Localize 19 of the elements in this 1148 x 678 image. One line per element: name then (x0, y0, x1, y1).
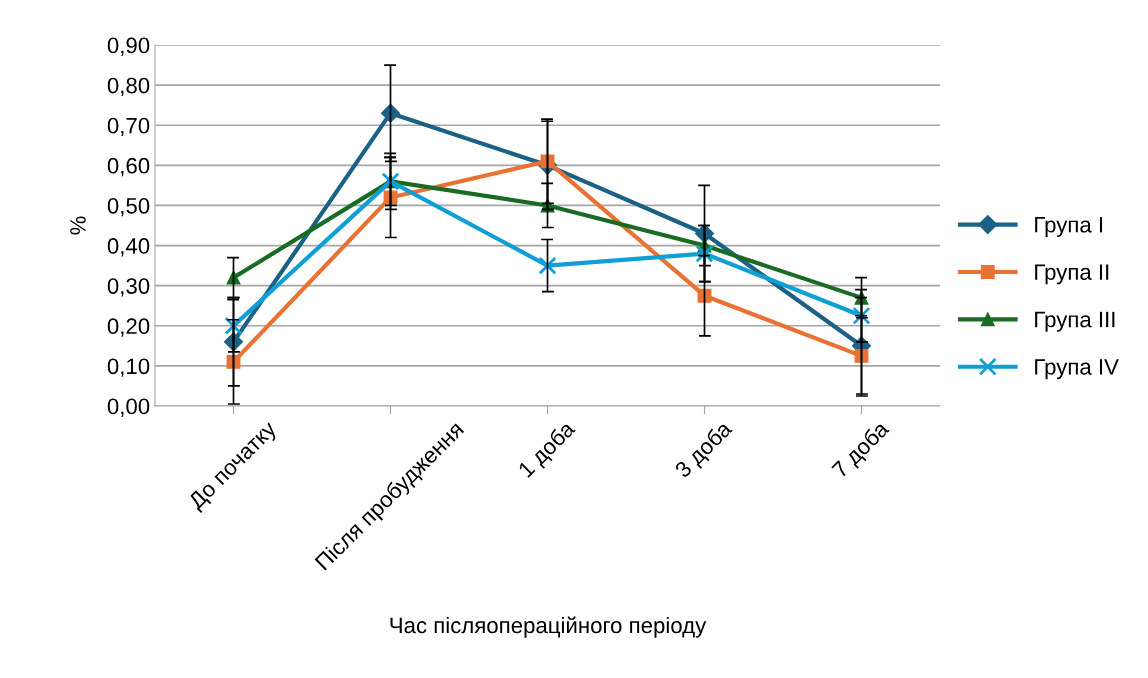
point (224, 316, 243, 335)
legend-label: Група III (1035, 311, 1115, 332)
y-tick-label: 0,50 (107, 197, 150, 217)
legend-label: Група II (1035, 264, 1109, 285)
y-tick-label: 0,20 (107, 318, 150, 337)
point (695, 244, 714, 263)
y-tick-label: 0,40 (107, 238, 150, 257)
y-tick-label: 0,10 (107, 358, 150, 377)
point (538, 256, 557, 275)
y-tick-label: 0,30 (107, 278, 150, 297)
y-tick-label: 0,80 (107, 77, 150, 97)
y-tick-label: 0,90 (107, 37, 150, 56)
legend-label: Група IV (1035, 359, 1119, 380)
y-tick-label: 0,70 (107, 117, 150, 137)
y-axis-title: % (70, 216, 86, 235)
legend-label: Група I (1035, 217, 1103, 237)
x-axis-title: Час післяопераційного періоду (390, 616, 707, 638)
y-tick-label: 0,00 (107, 398, 150, 417)
y-tick-label: 0,60 (107, 157, 150, 177)
